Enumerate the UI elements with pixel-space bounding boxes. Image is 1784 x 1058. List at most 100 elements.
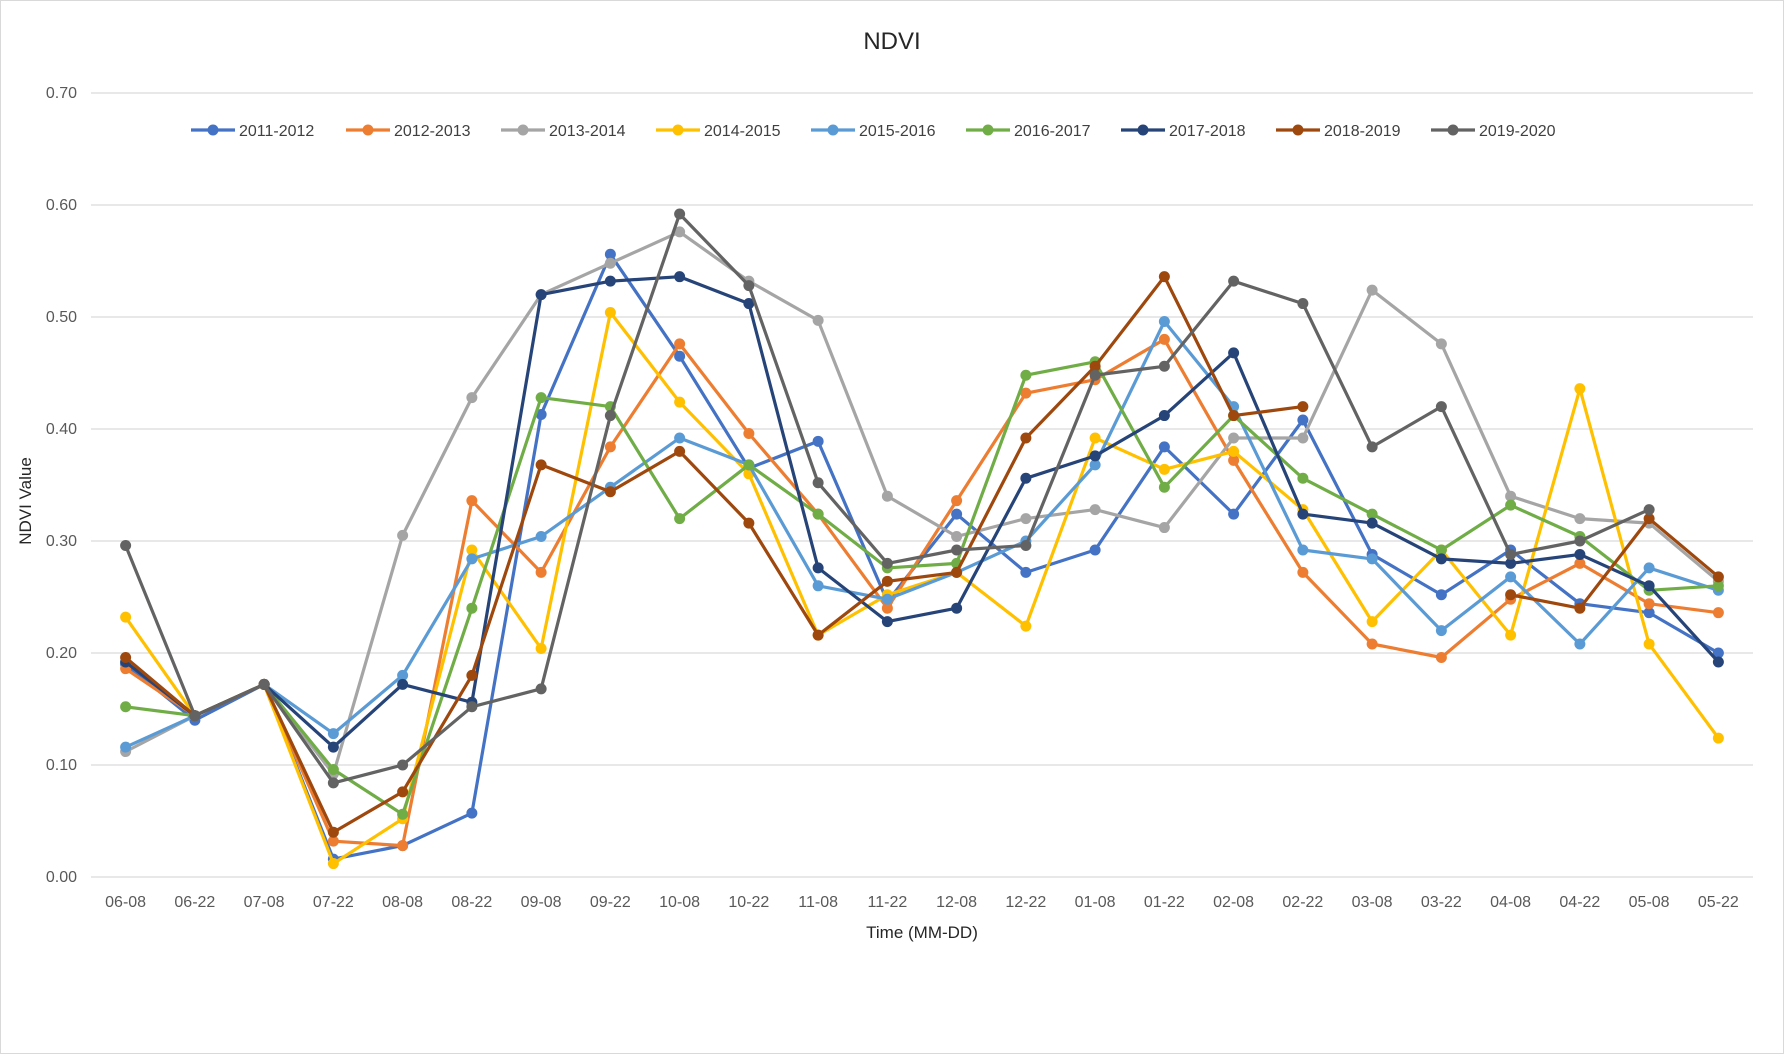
data-point bbox=[397, 669, 409, 681]
data-point bbox=[397, 678, 409, 690]
data-point bbox=[1366, 284, 1378, 296]
data-point bbox=[535, 566, 547, 578]
legend-label: 2011-2012 bbox=[239, 123, 314, 140]
legend-item: 2017-2018 bbox=[1121, 123, 1246, 140]
data-point bbox=[951, 531, 963, 543]
data-point bbox=[1574, 383, 1586, 395]
x-tick-label: 04-22 bbox=[1559, 894, 1600, 911]
data-point bbox=[812, 477, 824, 489]
data-point bbox=[1712, 580, 1724, 592]
data-point bbox=[1574, 557, 1586, 569]
y-tick-label: 0.30 bbox=[46, 533, 77, 550]
series-line bbox=[124, 275, 1720, 749]
series-line bbox=[124, 310, 1720, 866]
data-point bbox=[1643, 607, 1655, 619]
data-point bbox=[951, 544, 963, 556]
data-point bbox=[1158, 271, 1170, 283]
data-point bbox=[951, 508, 963, 520]
data-point bbox=[1158, 360, 1170, 372]
data-point bbox=[1297, 566, 1309, 578]
data-point bbox=[1366, 553, 1378, 565]
y-tick-label: 0.10 bbox=[46, 757, 77, 774]
data-point bbox=[1020, 539, 1032, 551]
data-point bbox=[1505, 557, 1517, 569]
x-tick-label: 06-08 bbox=[105, 894, 146, 911]
data-point bbox=[535, 408, 547, 420]
series-2015-2016 bbox=[120, 315, 1724, 753]
data-point bbox=[881, 490, 893, 502]
data-point bbox=[743, 280, 755, 292]
data-point bbox=[1020, 566, 1032, 578]
x-tick-label: 03-22 bbox=[1421, 894, 1462, 911]
y-tick-label: 0.00 bbox=[46, 869, 77, 886]
data-point bbox=[1089, 450, 1101, 462]
data-point bbox=[674, 350, 686, 362]
data-point bbox=[1297, 432, 1309, 444]
data-point bbox=[674, 445, 686, 457]
legend-swatch-marker bbox=[672, 124, 684, 136]
data-point bbox=[1089, 459, 1101, 471]
data-point bbox=[674, 432, 686, 444]
data-point bbox=[1435, 401, 1447, 413]
data-point bbox=[1366, 517, 1378, 529]
data-point bbox=[1158, 441, 1170, 453]
data-point bbox=[743, 298, 755, 310]
data-point bbox=[812, 562, 824, 574]
y-axis-ticks: 0.00 0.10 0.20 0.30 0.40 0.50 0.60 0.70 bbox=[46, 85, 77, 886]
data-point bbox=[1297, 414, 1309, 426]
legend: 2011-2012 2012-2013 2013-2014 2014-2015 2015… bbox=[191, 123, 1556, 140]
data-point bbox=[1366, 441, 1378, 453]
x-tick-label: 12-08 bbox=[936, 894, 977, 911]
data-point bbox=[189, 710, 201, 722]
data-point bbox=[1228, 410, 1240, 422]
data-point bbox=[951, 602, 963, 614]
data-point bbox=[466, 602, 478, 614]
data-point bbox=[1158, 315, 1170, 327]
data-point bbox=[604, 441, 616, 453]
data-point bbox=[812, 435, 824, 447]
data-point bbox=[743, 427, 755, 439]
legend-label: 2015-2016 bbox=[859, 123, 936, 140]
y-tick-label: 0.50 bbox=[46, 309, 77, 326]
data-point bbox=[1643, 513, 1655, 525]
series-2012-2013 bbox=[120, 333, 1724, 852]
data-point bbox=[951, 566, 963, 578]
data-point bbox=[1020, 432, 1032, 444]
legend-item: 2013-2014 bbox=[501, 123, 626, 140]
data-point bbox=[674, 208, 686, 220]
x-tick-label: 02-22 bbox=[1282, 894, 1323, 911]
legend-item: 2014-2015 bbox=[656, 123, 781, 140]
data-point bbox=[327, 741, 339, 753]
data-point bbox=[1435, 651, 1447, 663]
data-point bbox=[327, 835, 339, 847]
series-2016-2017 bbox=[120, 356, 1724, 820]
x-tick-label: 11-08 bbox=[798, 894, 838, 911]
x-tick-label: 12-22 bbox=[1005, 894, 1046, 911]
data-point bbox=[466, 495, 478, 507]
data-point bbox=[535, 392, 547, 404]
data-point bbox=[1228, 275, 1240, 287]
data-point bbox=[674, 396, 686, 408]
series-line bbox=[124, 337, 1720, 848]
chart-title: NDVI bbox=[863, 28, 920, 55]
data-point bbox=[1643, 580, 1655, 592]
data-point bbox=[1158, 481, 1170, 493]
data-point bbox=[1574, 548, 1586, 560]
data-point bbox=[1228, 347, 1240, 359]
data-point bbox=[120, 539, 132, 551]
x-tick-label: 07-22 bbox=[313, 894, 354, 911]
y-axis-label: NDVI Value bbox=[16, 457, 35, 545]
data-point bbox=[535, 459, 547, 471]
data-point bbox=[1712, 732, 1724, 744]
data-point bbox=[466, 392, 478, 404]
legend-label: 2018-2019 bbox=[1324, 123, 1401, 140]
data-point bbox=[743, 459, 755, 471]
data-point bbox=[1505, 629, 1517, 641]
legend-item: 2016-2017 bbox=[966, 123, 1091, 140]
data-point bbox=[1435, 625, 1447, 637]
gridlines bbox=[91, 92, 1753, 878]
data-point bbox=[604, 275, 616, 287]
data-point bbox=[1505, 571, 1517, 583]
data-point bbox=[327, 826, 339, 838]
series-line bbox=[124, 230, 1720, 776]
